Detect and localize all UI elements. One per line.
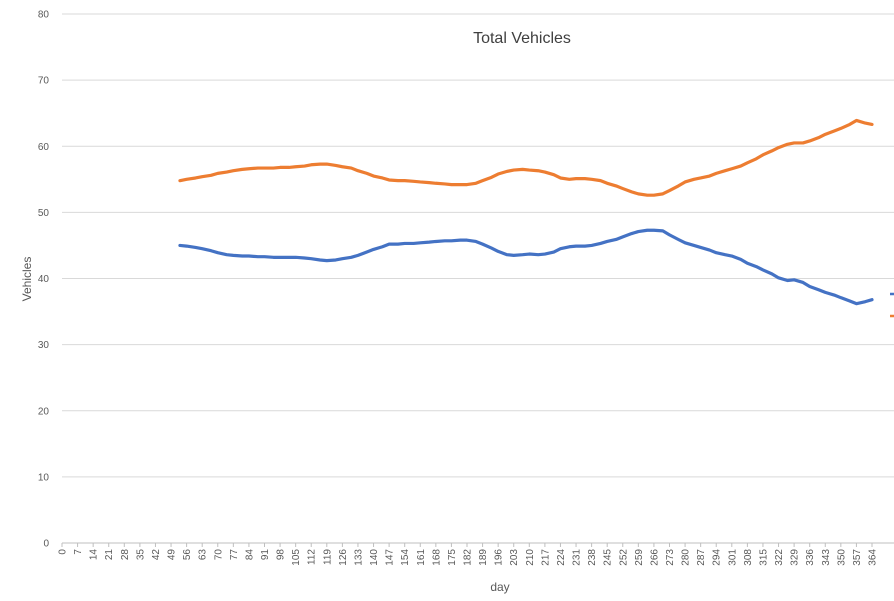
x-tick-label: 203 — [509, 549, 520, 566]
x-tick-label: 91 — [260, 549, 271, 561]
x-tick-label: 105 — [291, 549, 302, 566]
x-tick-label: 224 — [556, 549, 567, 566]
x-tick-label: 273 — [665, 549, 676, 566]
x-tick-label: 21 — [104, 549, 115, 561]
x-tick-label: 175 — [447, 549, 458, 566]
y-tick-label: 70 — [38, 76, 50, 87]
x-tick-label: 287 — [696, 549, 707, 566]
x-tick-label: 133 — [353, 549, 364, 566]
x-tick-label: 56 — [182, 549, 193, 561]
x-tick-label: 0 — [58, 549, 69, 555]
y-tick-label: 80 — [38, 10, 50, 21]
x-tick-label: 336 — [805, 549, 816, 566]
x-tick-label: 280 — [681, 549, 692, 566]
y-axis-tick-labels: 0 10 20 30 40 50 60 70 80 — [38, 10, 50, 550]
x-tick-label: 14 — [89, 549, 100, 561]
series-line-2 — [178, 228, 874, 306]
x-tick-label: 112 — [307, 549, 318, 565]
x-tick-label: 308 — [743, 549, 754, 566]
y-tick-label: 30 — [38, 340, 50, 351]
x-tick-label: 357 — [852, 549, 863, 566]
x-axis-title: day — [490, 580, 509, 594]
y-axis-title: Vehicles — [20, 257, 34, 302]
x-tick-label: 35 — [135, 549, 146, 561]
y-tick-label: 10 — [38, 472, 50, 483]
x-tick-label: 266 — [649, 549, 660, 566]
x-tick-label: 238 — [587, 549, 598, 566]
y-tick-label: 50 — [38, 208, 50, 219]
x-tick-label: 119 — [322, 549, 333, 565]
x-tick-label: 42 — [151, 549, 162, 561]
gridlines — [62, 13, 894, 478]
x-tick-label: 28 — [120, 549, 131, 561]
x-tick-label: 217 — [540, 549, 551, 566]
chart-title: Total Vehicles — [473, 30, 571, 47]
y-tick-label: 0 — [43, 539, 49, 550]
x-axis-tick-labels: 0 7 14 21 28 35 42 49 56 63 70 77 84 91 98 105 112 119 126… — [58, 549, 879, 566]
x-tick-label: 161 — [416, 549, 427, 566]
y-tick-label: 40 — [38, 274, 50, 285]
x-tick-label: 329 — [790, 549, 801, 566]
x-tick-label: 154 — [400, 549, 411, 566]
x-tick-label: 182 — [463, 549, 474, 566]
x-tick-label: 364 — [868, 549, 879, 566]
x-tick-label: 210 — [525, 549, 536, 566]
x-tick-label: 322 — [774, 549, 785, 566]
x-tick-label: 63 — [198, 549, 209, 561]
x-tick-label: 7 — [73, 549, 84, 555]
x-tick-label: 301 — [727, 549, 738, 566]
x-tick-label: 189 — [478, 549, 489, 566]
x-tick-label: 77 — [229, 549, 240, 561]
legend — [890, 292, 894, 318]
x-tick-label: 259 — [634, 549, 645, 566]
x-tick-label: 350 — [836, 549, 847, 566]
x-tick-label: 315 — [758, 549, 769, 566]
series-line-1 — [178, 118, 874, 197]
y-tick-label: 60 — [38, 142, 50, 153]
x-tick-label: 245 — [603, 549, 614, 566]
x-tick-label: 231 — [572, 549, 583, 566]
series-lines — [178, 118, 874, 306]
x-tick-label: 168 — [431, 549, 442, 566]
x-tick-label: 49 — [167, 549, 178, 561]
x-tick-label: 196 — [494, 549, 505, 566]
y-tick-label: 20 — [38, 406, 50, 417]
x-tick-label: 343 — [821, 549, 832, 566]
x-tick-label: 294 — [712, 549, 723, 566]
x-axis — [61, 542, 894, 547]
x-tick-label: 252 — [618, 549, 629, 566]
x-tick-label: 98 — [276, 549, 287, 561]
x-tick-label: 84 — [244, 549, 255, 561]
x-tick-label: 140 — [369, 549, 380, 566]
x-tick-label: 126 — [338, 549, 349, 566]
x-tick-label: 70 — [213, 549, 224, 561]
x-tick-label: 147 — [385, 549, 396, 566]
